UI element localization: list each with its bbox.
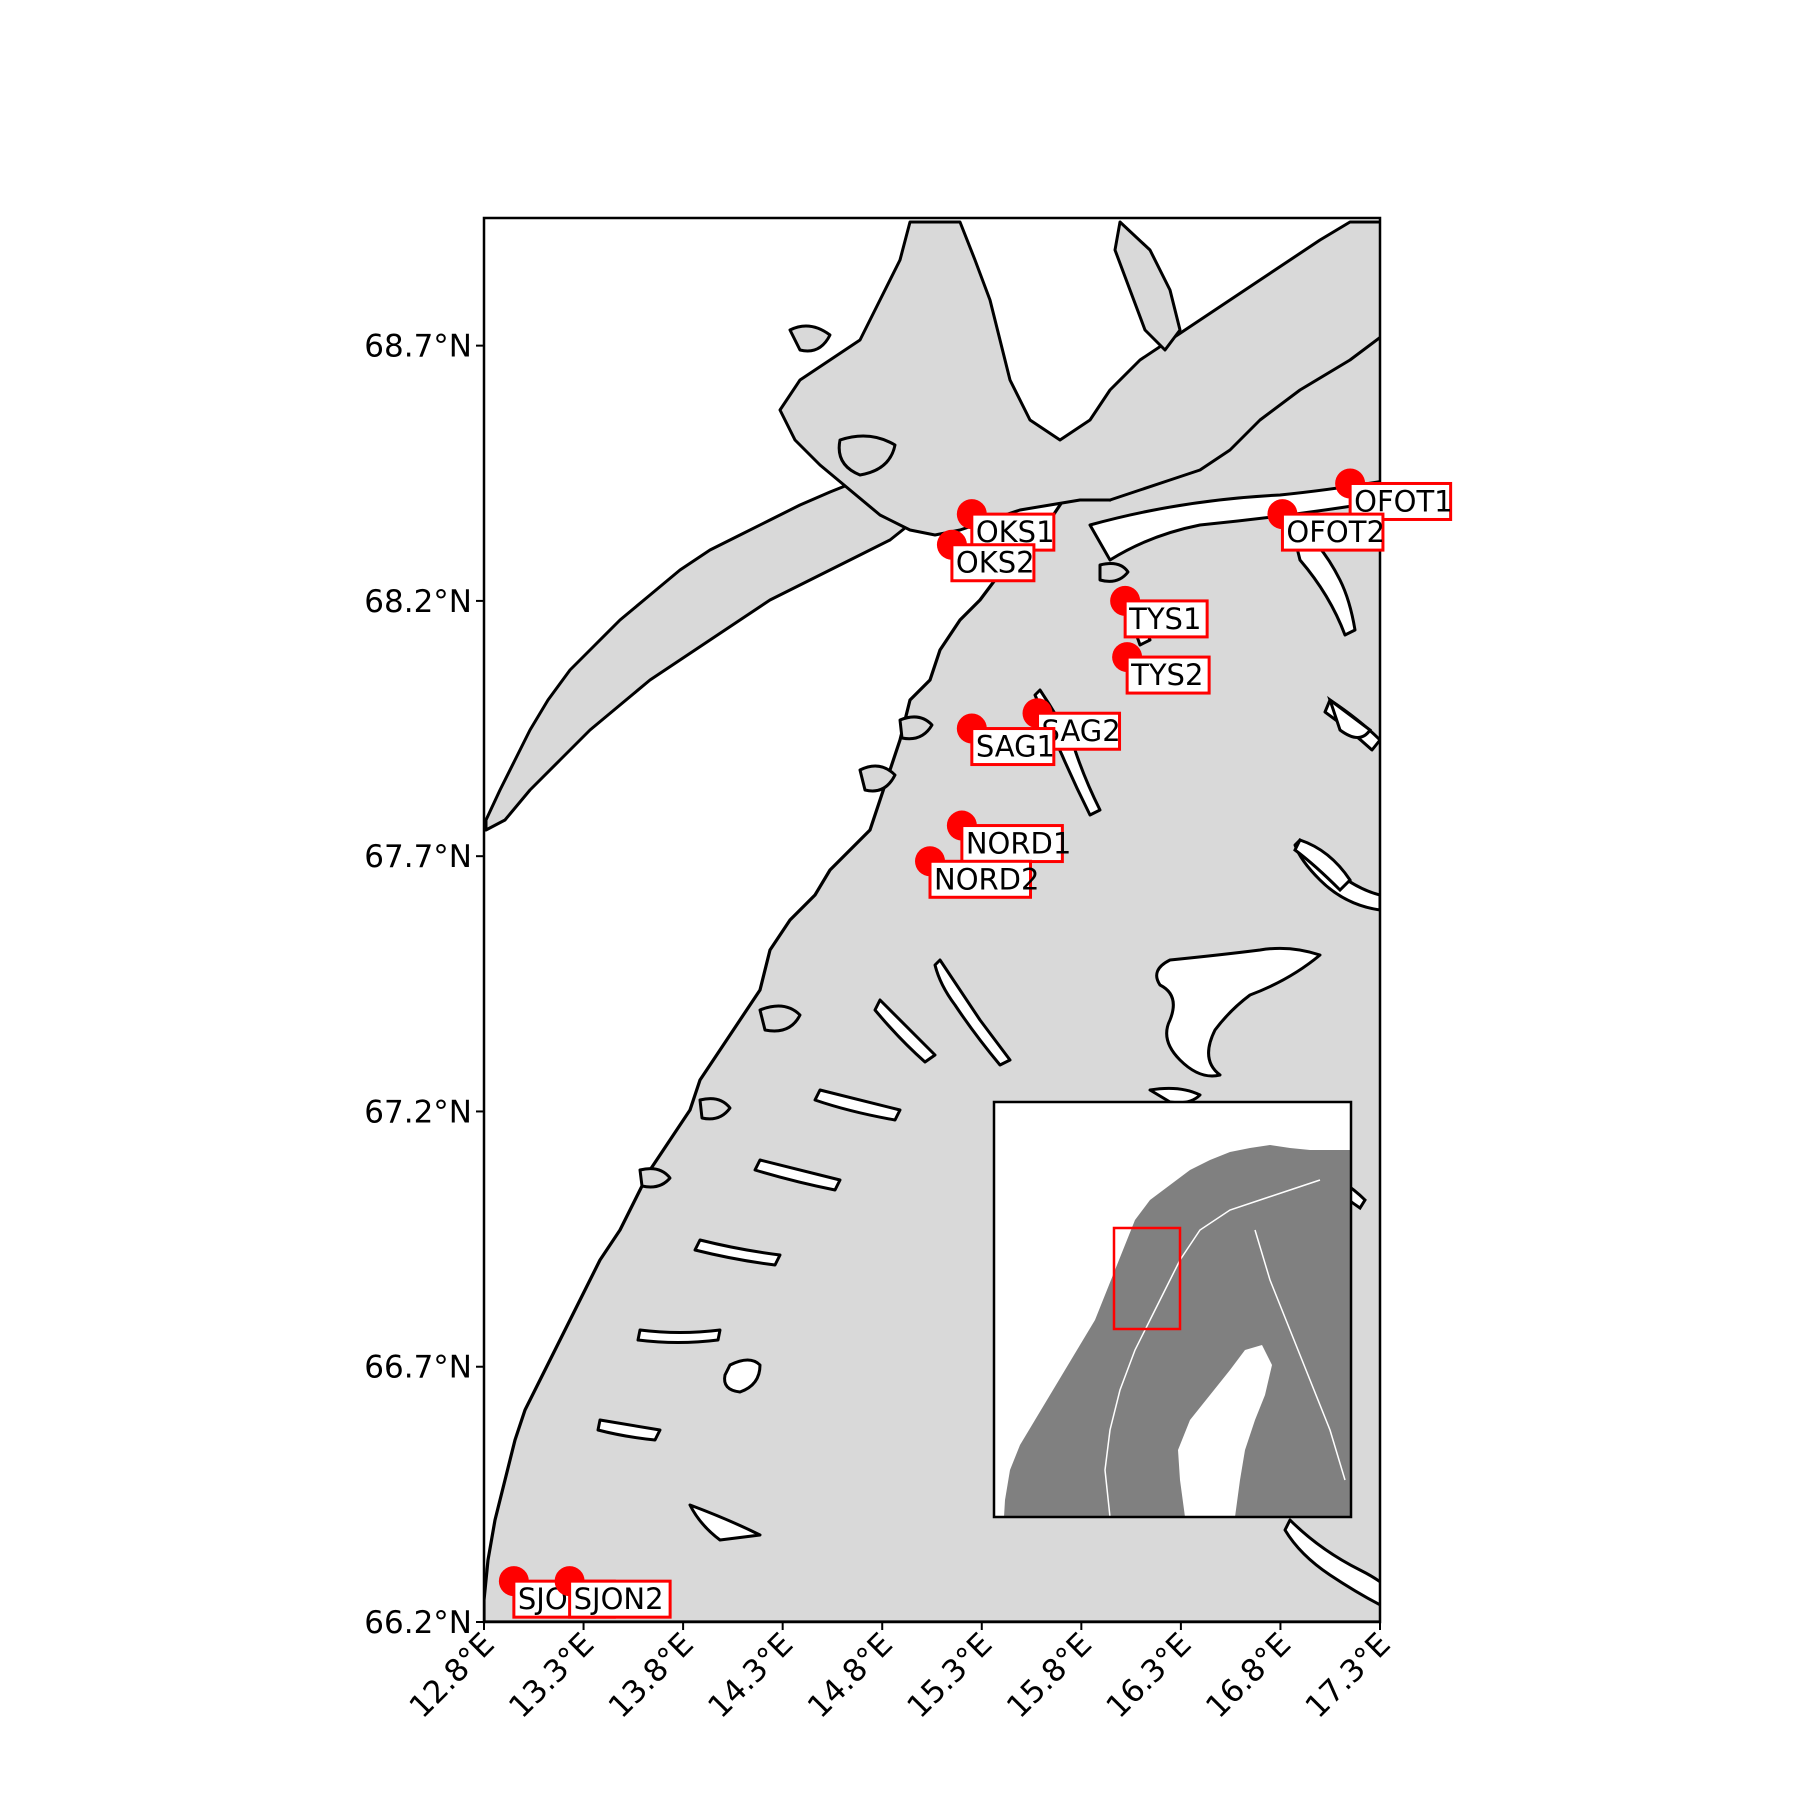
station-marker-nord2[interactable]: NORD2 bbox=[915, 846, 1039, 899]
small-island-4 bbox=[698, 1097, 732, 1121]
x-axis-ticks: 12.8°E 13.3°E 13.8°E 14.3°E 14.8°E 15.3°E 15.8… bbox=[403, 1622, 1398, 1725]
station-marker-tys2[interactable]: TYS2 bbox=[1112, 642, 1211, 695]
station-label-box bbox=[568, 1579, 672, 1619]
inset-study-area-rectangle bbox=[1112, 1226, 1182, 1331]
x-tick-label: 14.8°E bbox=[801, 1626, 900, 1725]
islands bbox=[484, 220, 1380, 1189]
station-marker-sjon2[interactable]: SJON2 bbox=[554, 1566, 672, 1619]
y-tick-label: 68.2°N bbox=[364, 584, 472, 620]
x-tick-label: 15.3°E bbox=[900, 1626, 999, 1725]
station-marker-ofot2[interactable]: OFOT2 bbox=[1267, 499, 1385, 552]
inset-baltic-sea bbox=[1178, 1345, 1272, 1517]
small-island-2 bbox=[788, 324, 832, 353]
station-label-box bbox=[1125, 655, 1211, 695]
inset-border-1 bbox=[1104, 1179, 1321, 1517]
small-island-1 bbox=[837, 434, 897, 477]
x-tick-label: 13.3°E bbox=[502, 1626, 601, 1725]
y-tick-label: 66.2°N bbox=[364, 1605, 472, 1641]
y-tick-label: 67.2°N bbox=[364, 1094, 472, 1130]
x-tick-label: 13.8°E bbox=[602, 1626, 701, 1725]
x-tick-label: 14.3°E bbox=[701, 1626, 800, 1725]
x-tick-label: 12.8°E bbox=[403, 1626, 502, 1725]
small-island-8 bbox=[1098, 562, 1130, 583]
station-label: TYS2 bbox=[1130, 658, 1203, 692]
station-label-box bbox=[950, 543, 1036, 583]
station-label: NORD2 bbox=[934, 862, 1039, 896]
inset-border-2 bbox=[1254, 1229, 1346, 1481]
x-tick-label: 15.8°E bbox=[1000, 1626, 1099, 1725]
andoya-island bbox=[1113, 220, 1182, 352]
small-island-5 bbox=[638, 1167, 672, 1189]
station-marker-tys1[interactable]: TYS1 bbox=[1110, 585, 1209, 639]
y-tick-label: 68.7°N bbox=[364, 329, 472, 365]
small-island-6 bbox=[858, 764, 897, 793]
station-label-box bbox=[970, 727, 1056, 767]
map-frame bbox=[482, 216, 1382, 1624]
station-label: SAG1 bbox=[976, 730, 1055, 764]
station-label-box bbox=[1123, 599, 1209, 639]
station-marker-ofot1[interactable]: OFOT1 bbox=[1335, 468, 1453, 521]
station-label: OKS2 bbox=[956, 546, 1035, 580]
station-label: OFOT2 bbox=[1286, 515, 1385, 549]
y-tick-label: 67.7°N bbox=[364, 839, 472, 875]
station-marker-sag1[interactable]: SAG1 bbox=[956, 713, 1056, 767]
y-tick-label: 66.7°N bbox=[364, 1350, 472, 1386]
x-tick-label: 17.3°E bbox=[1299, 1626, 1398, 1725]
y-axis-ticks: 66.2°N 66.7°N 67.2°N 67.7°N 68.2°N 68.7°N bbox=[364, 329, 484, 1641]
station-label-box bbox=[928, 859, 1033, 899]
x-tick-label: 16.3°E bbox=[1099, 1626, 1198, 1725]
x-tick-label: 16.8°E bbox=[1199, 1626, 1298, 1725]
stations-layer: OFOT1OFOT2OKS1OKS2TYS1TYS2SAG2SAG1NORD1N… bbox=[498, 468, 1453, 1619]
station-label-box bbox=[1280, 512, 1385, 552]
inset-frame bbox=[992, 1100, 1353, 1519]
station-marker-nord1[interactable]: NORD1 bbox=[946, 810, 1071, 864]
small-island-7 bbox=[898, 715, 934, 741]
station-marker-oks2[interactable]: OKS2 bbox=[936, 529, 1036, 583]
small-island-3 bbox=[758, 1004, 802, 1033]
station-label: NORD1 bbox=[966, 827, 1071, 861]
inset-map bbox=[992, 1100, 1353, 1519]
inset-land bbox=[1004, 1145, 1351, 1517]
inset-scandinavia bbox=[1004, 1145, 1351, 1517]
station-label: SJON2 bbox=[574, 1582, 664, 1616]
station-label: TYS1 bbox=[1128, 602, 1201, 636]
